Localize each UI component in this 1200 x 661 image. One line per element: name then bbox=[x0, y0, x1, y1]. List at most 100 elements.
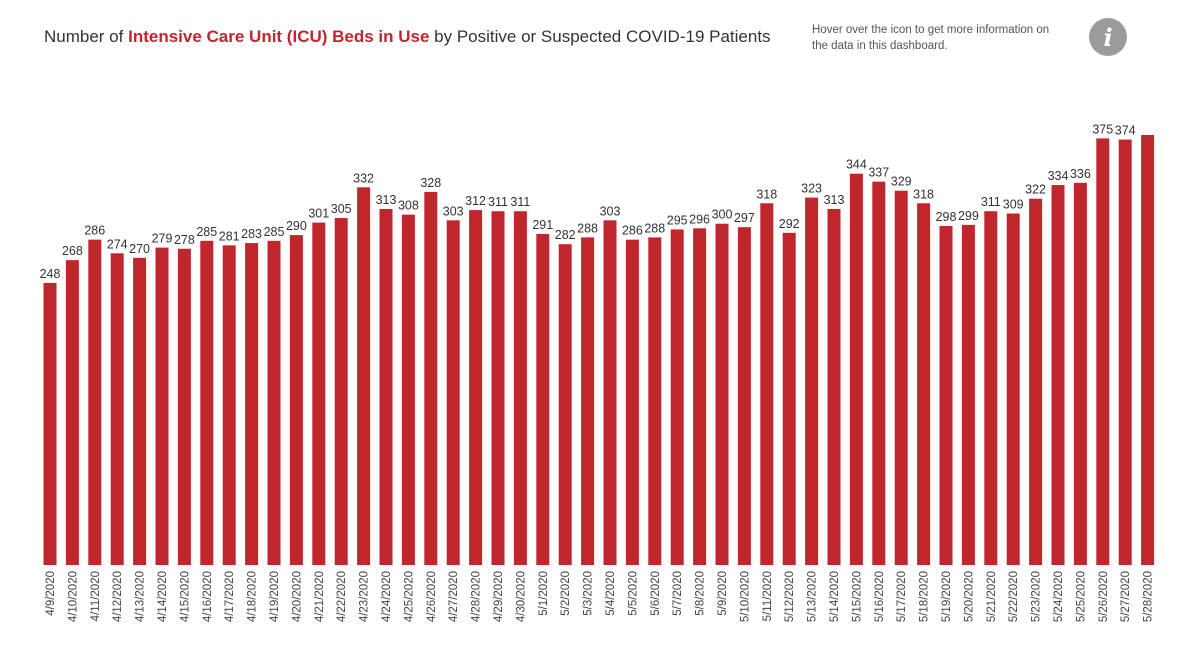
data-label-5/17/2020: 329 bbox=[891, 175, 912, 189]
bar-4/10/2020[interactable] bbox=[65, 260, 79, 565]
bar-4/20/2020[interactable] bbox=[289, 235, 303, 565]
x-tick-label-4/10/2020: 4/10/2020 bbox=[67, 571, 79, 622]
x-tick-label-5/2/2020: 5/2/2020 bbox=[560, 571, 572, 616]
bar-4/12/2020[interactable] bbox=[110, 253, 124, 565]
x-tick-label-5/22/2020: 5/22/2020 bbox=[1008, 571, 1020, 622]
bar-4/27/2020[interactable] bbox=[446, 220, 460, 566]
bar-5/6/2020[interactable] bbox=[648, 237, 662, 565]
bar-5/22/2020[interactable] bbox=[1006, 213, 1020, 565]
bar-5/15/2020[interactable] bbox=[849, 173, 863, 565]
x-tick-label-5/9/2020: 5/9/2020 bbox=[717, 571, 729, 616]
bar-4/19/2020[interactable] bbox=[267, 240, 281, 566]
x-tick-label-4/16/2020: 4/16/2020 bbox=[202, 571, 214, 622]
data-label-4/15/2020: 278 bbox=[174, 233, 195, 247]
bar-5/12/2020[interactable] bbox=[782, 232, 796, 565]
bar-4/16/2020[interactable] bbox=[200, 240, 214, 566]
bar-4/23/2020[interactable] bbox=[357, 187, 371, 565]
x-tick-label-5/8/2020: 5/8/2020 bbox=[695, 571, 707, 616]
bar-5/16/2020[interactable] bbox=[872, 181, 886, 566]
bar-5/27/2020[interactable] bbox=[1118, 139, 1132, 565]
x-tick-label-4/27/2020: 4/27/2020 bbox=[448, 571, 460, 622]
bar-4/25/2020[interactable] bbox=[401, 214, 415, 565]
bar-5/1/2020[interactable] bbox=[536, 233, 550, 565]
bar-5/23/2020[interactable] bbox=[1029, 198, 1043, 565]
bar-5/9/2020[interactable] bbox=[715, 223, 729, 565]
x-tick-label-4/11/2020: 4/11/2020 bbox=[90, 571, 102, 621]
bar-4/29/2020[interactable] bbox=[491, 211, 505, 566]
bar-4/30/2020[interactable] bbox=[513, 211, 527, 566]
bar-5/11/2020[interactable] bbox=[760, 203, 774, 565]
x-tick-label-5/21/2020: 5/21/2020 bbox=[986, 571, 998, 622]
bar-4/28/2020[interactable] bbox=[469, 210, 483, 566]
bar-5/17/2020[interactable] bbox=[894, 190, 908, 566]
x-tick-label-5/4/2020: 5/4/2020 bbox=[605, 571, 617, 616]
x-tick-label-4/28/2020: 4/28/2020 bbox=[471, 571, 483, 622]
bar-5/14/2020[interactable] bbox=[827, 208, 841, 565]
x-tick-label-4/25/2020: 4/25/2020 bbox=[403, 571, 415, 622]
bar-5/20/2020[interactable] bbox=[961, 224, 975, 565]
bar-4/26/2020[interactable] bbox=[424, 191, 438, 566]
bar-5/26/2020[interactable] bbox=[1096, 138, 1110, 565]
x-tick-label-4/18/2020: 4/18/2020 bbox=[247, 571, 259, 622]
data-label-5/12/2020: 292 bbox=[779, 217, 800, 231]
data-label-5/2/2020: 282 bbox=[555, 228, 576, 242]
bar-5/5/2020[interactable] bbox=[625, 239, 639, 566]
info-icon[interactable]: i bbox=[1089, 18, 1127, 56]
bar-4/14/2020[interactable] bbox=[155, 247, 169, 565]
title-prefix: Number of bbox=[44, 27, 129, 46]
x-tick-label-4/13/2020: 4/13/2020 bbox=[135, 571, 147, 622]
x-tick-label-4/23/2020: 4/23/2020 bbox=[359, 571, 371, 622]
data-label-4/28/2020: 312 bbox=[465, 194, 486, 208]
data-label-5/4/2020: 303 bbox=[600, 204, 621, 218]
data-label-4/25/2020: 308 bbox=[398, 199, 419, 213]
x-tick-label-5/15/2020: 5/15/2020 bbox=[851, 571, 863, 622]
data-label-4/19/2020: 285 bbox=[264, 225, 285, 239]
bar-5/8/2020[interactable] bbox=[693, 228, 707, 565]
data-label-5/3/2020: 288 bbox=[577, 221, 598, 235]
data-label-4/11/2020: 286 bbox=[84, 224, 105, 238]
x-tick-label-5/5/2020: 5/5/2020 bbox=[627, 571, 639, 616]
title-suffix: by Positive or Suspected COVID-19 Patien… bbox=[429, 27, 771, 46]
x-tick-label-4/30/2020: 4/30/2020 bbox=[515, 571, 527, 622]
data-label-4/22/2020: 305 bbox=[331, 202, 352, 216]
bar-5/18/2020[interactable] bbox=[917, 203, 931, 565]
x-tick-label-5/20/2020: 5/20/2020 bbox=[963, 571, 975, 622]
bar-5/13/2020[interactable] bbox=[805, 197, 819, 565]
x-tick-label-5/24/2020: 5/24/2020 bbox=[1053, 571, 1065, 622]
bar-4/13/2020[interactable] bbox=[133, 257, 147, 565]
bar-4/17/2020[interactable] bbox=[222, 245, 236, 565]
bar-4/21/2020[interactable] bbox=[312, 222, 326, 565]
bar-5/21/2020[interactable] bbox=[984, 211, 998, 566]
bar-5/28/2020[interactable] bbox=[1141, 135, 1155, 565]
x-tick-label-5/28/2020: 5/28/2020 bbox=[1143, 571, 1155, 622]
x-tick-label-5/14/2020: 5/14/2020 bbox=[829, 571, 841, 622]
x-tick-label-5/11/2020: 5/11/2020 bbox=[762, 571, 774, 621]
x-tick-label-4/12/2020: 4/12/2020 bbox=[112, 571, 124, 622]
bar-5/2/2020[interactable] bbox=[558, 244, 572, 565]
x-tick-label-4/17/2020: 4/17/2020 bbox=[224, 571, 236, 622]
data-label-4/17/2020: 281 bbox=[219, 229, 240, 243]
bar-5/7/2020[interactable] bbox=[670, 229, 684, 566]
x-tick-label-5/10/2020: 5/10/2020 bbox=[739, 571, 751, 622]
bar-5/10/2020[interactable] bbox=[737, 227, 751, 565]
bar-5/19/2020[interactable] bbox=[939, 226, 953, 565]
bar-5/3/2020[interactable] bbox=[581, 237, 595, 565]
data-label-5/15/2020: 344 bbox=[846, 158, 867, 172]
bar-4/11/2020[interactable] bbox=[88, 239, 102, 566]
bar-4/18/2020[interactable] bbox=[245, 243, 259, 565]
bar-4/22/2020[interactable] bbox=[334, 218, 348, 565]
bar-4/24/2020[interactable] bbox=[379, 208, 393, 565]
bar-5/24/2020[interactable] bbox=[1051, 185, 1065, 565]
bar-5/25/2020[interactable] bbox=[1073, 182, 1087, 565]
data-label-4/10/2020: 268 bbox=[62, 244, 83, 258]
data-label-4/13/2020: 270 bbox=[129, 242, 150, 256]
bar-5/4/2020[interactable] bbox=[603, 220, 617, 566]
data-label-4/29/2020: 311 bbox=[488, 195, 508, 209]
data-label-4/26/2020: 328 bbox=[420, 176, 441, 190]
bar-4/9/2020[interactable] bbox=[43, 282, 57, 565]
x-tick-label-4/21/2020: 4/21/2020 bbox=[314, 571, 326, 622]
x-tick-label-4/19/2020: 4/19/2020 bbox=[269, 571, 281, 622]
info-hint-text: Hover over the icon to get more informat… bbox=[812, 24, 1050, 52]
data-label-4/20/2020: 290 bbox=[286, 219, 307, 233]
bar-4/15/2020[interactable] bbox=[177, 248, 191, 566]
